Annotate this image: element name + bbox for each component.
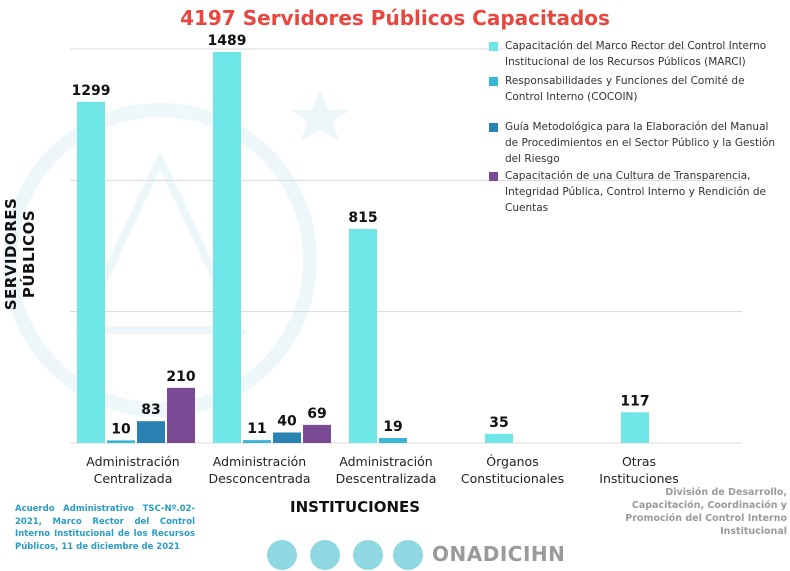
x-axis-label: INSTITUCIONES [290,498,420,516]
value-label: 69 [307,406,326,422]
value-label: 35 [489,415,508,431]
value-label: 210 [166,369,195,385]
page: 1299 1489 815 35 117 10 11 19 83 40 210 69 4197 Ser… [0,0,790,571]
x-tick-label: Administración Desconcentrada [195,453,325,487]
bar [167,388,195,443]
bar [273,432,301,443]
value-label: 10 [111,421,131,437]
legend-swatch [489,123,498,132]
legend-label: Guía Metodológica para la Elaboración de… [505,119,780,167]
bar [303,425,331,443]
bar [485,434,513,443]
brand: ONADICIHN [432,542,565,566]
value-label: 117 [620,393,649,409]
bar [77,102,105,443]
social-icons [267,540,423,570]
value-label: 19 [383,419,402,435]
organization: División de Desarrollo, Capacitación, Co… [615,486,787,538]
legend-label: Responsabilidades y Funciones del Comité… [505,73,780,105]
bar [243,440,271,443]
x-tick-label: Administración Centralizada [68,453,198,487]
value-label: 1489 [208,33,247,49]
footer-note: Acuerdo Administrativo TSC-Nº.02-2021, M… [15,503,195,553]
bar [107,440,135,443]
x-tick-label: Órganos Constitucionales [448,453,578,487]
twitter-icon[interactable] [353,540,383,570]
legend-label: Capacitación de una Cultura de Transpare… [505,168,780,216]
bar [213,52,241,443]
chart-title: 4197 Servidores Públicos Capacitados [0,6,790,30]
value-label: 1299 [72,83,111,99]
legend-swatch [489,42,498,51]
bar [349,229,377,443]
instagram-icon[interactable] [310,540,340,570]
value-label: 11 [247,421,266,437]
facebook-icon[interactable] [267,540,297,570]
legend-swatch [489,172,498,181]
bar [379,438,407,443]
bar [621,412,649,443]
x-tick-label: Administración Descentralizada [321,453,451,487]
tiktok-icon[interactable] [393,540,423,570]
value-label: 815 [348,210,377,226]
x-tick-label: Otras Instituciones [574,453,704,487]
legend-swatch [489,77,498,86]
watermark [10,90,350,410]
legend-label: Capacitación del Marco Rector del Contro… [505,38,780,70]
y-axis-label: SERVIDORES PÚBLICOS [2,164,38,344]
value-label: 40 [277,413,297,429]
bar [137,421,165,443]
value-label: 83 [141,402,160,418]
